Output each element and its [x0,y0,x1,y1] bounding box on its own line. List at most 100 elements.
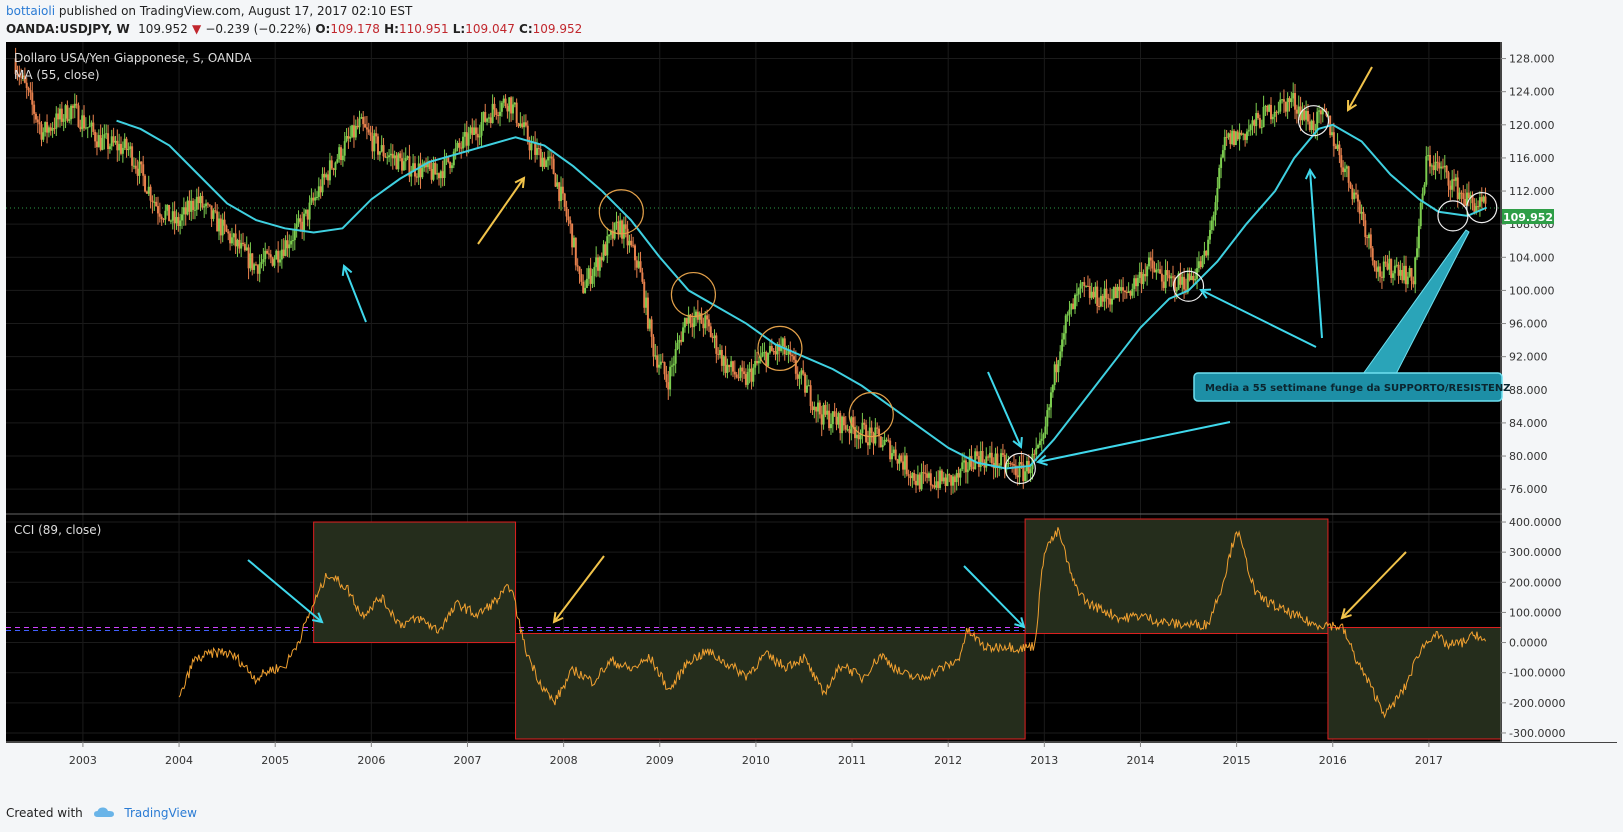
gold-arrow-head [514,176,526,189]
candle-body [1179,273,1182,285]
candle-body [635,260,638,268]
candle-body [711,337,714,339]
candle-body [458,142,461,148]
annotation-callout: Media a 55 settimane funge da SUPPORTO/R… [1193,229,1510,402]
candle-body [680,339,683,342]
orange-circle-marker [598,189,644,235]
candle-body [804,373,807,393]
candle-body [1147,257,1150,267]
candle-body [506,105,509,112]
candle-body [1212,214,1215,221]
candle-body [223,219,226,226]
candle-body [415,176,418,178]
candle-body [1377,266,1380,272]
candle-body [273,259,276,266]
chart-header: bottaioli published on TradingView.com, … [0,0,1623,42]
candle-body [560,186,563,202]
candle-body [621,220,624,239]
candle-body [521,123,524,128]
tradingview-link[interactable]: TradingView [124,806,197,820]
candle-body [683,318,686,328]
candle-body [1353,192,1356,200]
last-price-badge-bg [1502,209,1554,224]
candle-body [1086,285,1089,287]
candle-body [870,427,873,434]
author-link[interactable]: bottaioli [6,4,56,18]
candle-body [1059,351,1062,361]
candle-body [865,424,868,443]
candle-body [1172,276,1175,278]
candle-body [1062,333,1065,340]
cyan-arrow [987,371,1022,448]
cci-regime-box [1024,518,1329,635]
candle-body [881,445,884,448]
candle-body [308,202,311,220]
candle-body [1170,276,1173,279]
candle-body [1279,99,1282,112]
candle-body [129,146,132,149]
candle-body [192,200,195,210]
chart-canvas[interactable]: 76.000 80.000 84.000 88.000 92.000 96.000 100.… [6,42,1617,782]
candle-body [1319,110,1322,115]
candle-body [552,158,555,175]
candle-body [389,153,392,156]
candle-body [606,236,609,256]
cci-regime-box [515,633,1026,740]
candle-body [909,475,912,479]
cci-tick-label: -300.0000 [1509,727,1565,740]
candle-body [1037,445,1040,449]
candle-body [929,473,932,486]
candle-body [47,127,50,133]
candle-body [903,455,906,470]
candle-body [781,338,784,347]
candle-body [434,162,437,175]
candle-body [34,113,37,120]
candle-body [584,287,587,293]
candle-body [404,157,407,162]
candle-body [569,220,572,224]
cyan-arrow [1037,421,1231,463]
price-tick-label: 128.000 [1509,53,1555,66]
candle-body [160,216,163,219]
candle-body [1347,166,1350,183]
candle-body [670,365,673,367]
candle-body [911,472,914,479]
candle-body [1238,132,1241,140]
candle-body [720,349,723,366]
candle-body [968,456,971,470]
white-circle-marker [1172,270,1205,302]
candle-body [1066,314,1069,316]
candle-body [321,173,324,193]
candle-body [554,174,557,187]
price-pane-title: Dollaro USA/Yen Giapponese, S, OANDA [14,51,252,65]
candle-body [66,105,69,121]
candle-body [1155,269,1158,273]
candle-body [1040,438,1043,441]
candle-body [1070,303,1073,310]
candle-body [1146,266,1149,277]
candle-body [33,104,36,114]
candle-body [1183,276,1186,290]
candle-body [1153,268,1156,273]
year-tick-label: 2008 [550,754,578,767]
candle-body [988,452,991,458]
candle-body [20,76,23,78]
candle-body [894,449,897,460]
candle-body [1107,298,1110,300]
candle-body [1251,120,1254,126]
candle-body [935,481,938,488]
candle-body [240,242,243,249]
candle-body [689,314,692,324]
candle-body [571,223,574,248]
candle-body [450,165,453,169]
candle-body [835,416,838,425]
candle-body [972,466,975,470]
candle-body [64,105,67,119]
candle-body [225,225,228,232]
candle-body [127,148,130,151]
candle-body [86,127,89,129]
candle-body [291,240,294,242]
cyan-arrow-head [341,264,353,277]
price-axis-bg [1502,42,1617,742]
candle-body [1301,110,1304,121]
